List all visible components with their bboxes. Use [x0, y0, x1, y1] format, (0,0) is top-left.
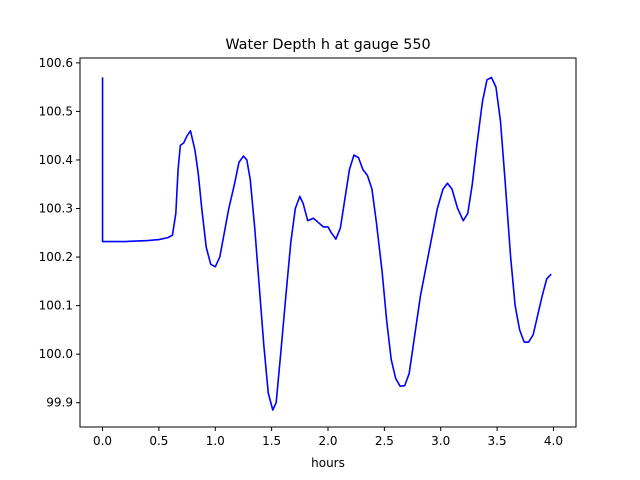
- x-tick-label: 2.5: [375, 434, 394, 448]
- series-line: [101, 76, 552, 411]
- x-axis-label: hours: [311, 456, 345, 470]
- x-tick-label: 3.5: [488, 434, 507, 448]
- x-tick-label: 2.0: [318, 434, 337, 448]
- plot-area: [101, 76, 552, 411]
- y-tick-label: 100.5: [39, 104, 73, 118]
- x-tick-label: 3.0: [431, 434, 450, 448]
- x-tick-label: 4.0: [544, 434, 563, 448]
- y-tick-label: 100.4: [39, 153, 73, 167]
- x-tick-label: 1.5: [262, 434, 281, 448]
- y-tick-label: 100.2: [39, 250, 73, 264]
- y-axis: 99.9 100.0 100.1 100.2 100.3 100.4 100.5 100.6: [39, 56, 80, 410]
- y-tick-label: 100.0: [39, 347, 73, 361]
- x-axis: 0.0 0.5 1.0 1.5 2.0 2.5 3.0 3.5 4.0: [93, 427, 563, 448]
- y-tick-label: 100.1: [39, 299, 73, 313]
- x-tick-label: 1.0: [206, 434, 225, 448]
- chart-title: Water Depth h at gauge 550: [225, 37, 430, 53]
- y-tick-label: 99.9: [46, 396, 73, 410]
- x-tick-label: 0.5: [149, 434, 168, 448]
- y-tick-label: 100.3: [39, 202, 73, 216]
- x-tick-label: 0.0: [93, 434, 112, 448]
- y-tick-label: 100.6: [39, 56, 73, 70]
